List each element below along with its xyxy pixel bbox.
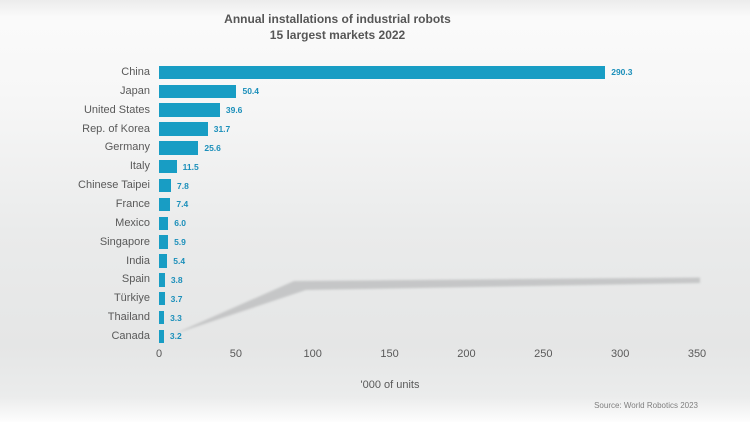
category-label: China [121,66,150,78]
bar-row: France 7.4 [0,195,750,214]
bar [159,159,177,174]
bar-row: Chinese Taipei 7.8 [0,176,750,195]
x-axis-tick-label: 150 [380,348,399,360]
bar-row: Germany 25.6 [0,138,750,157]
x-axis-label: '000 of units [360,379,420,391]
value-label: 11.5 [182,161,199,172]
bar [159,84,237,99]
bar-row: India 5.4 [0,252,750,271]
category-label: Canada [111,330,150,343]
x-axis-tick-label: 350 [687,348,707,360]
bar-row: Singapore 5.9 [0,233,750,252]
bar [159,273,165,287]
value-label: 3.3 [170,312,182,323]
value-label: 50.4 [242,86,260,97]
x-axis-tick-label: 200 [457,348,476,360]
bar-row: Italy 11.5 [0,157,750,176]
value-label: 25.6 [204,142,221,153]
chart-title: Annual installations of industrial robot… [30,11,645,43]
bar [159,103,220,117]
category-label: Chinese Taipei [78,179,150,192]
bar-row: Türkiye 3.7 [0,289,750,308]
category-label: United States [83,103,150,116]
bar [159,178,171,193]
chart-title-line1: Annual installations of industrial robot… [224,12,451,26]
category-label: Rep. of Korea [82,122,150,135]
x-axis-tick-label: 100 [303,348,322,360]
category-label: Thailand [107,311,150,324]
value-label: 3.2 [169,331,182,342]
category-label: Spain [121,273,150,286]
x-axis-tick-label: 300 [610,348,630,360]
value-label: 3.8 [170,274,183,285]
bar [159,329,164,344]
chart-title-line2: 15 largest markets 2022 [269,28,406,42]
bar [159,122,208,136]
bar-row: Japan 50.4 [0,82,750,101]
category-label: Singapore [99,235,150,248]
bar [159,141,199,155]
category-label: France [115,198,150,211]
value-label: 31.7 [213,124,231,134]
bar-row: Mexico 6.0 [0,214,750,233]
value-label: 5.4 [173,256,186,267]
x-axis-tick-label: 250 [534,348,553,360]
category-label: India [126,254,150,267]
value-label: 290.3 [611,67,633,78]
bar [159,310,165,325]
value-label: 7.8 [176,180,189,191]
bar-row: Canada 3.2 [0,327,750,346]
bar [159,254,168,268]
x-axis: 0 50 100 150 200 250 300 350 [155,348,706,362]
value-label: 39.6 [225,105,243,116]
bar [159,291,165,306]
bar [159,235,169,249]
value-label: 7.4 [176,199,189,210]
category-label: Italy [129,160,150,173]
bar [159,216,169,231]
x-axis-tick-label: 0 [155,348,163,360]
bar [159,65,606,80]
bar [159,197,171,212]
bar-row: Rep. of Korea 31.7 [0,120,750,139]
value-label: 5.9 [174,237,186,248]
category-label: Türkiye [113,292,150,305]
bar-row: United States 39.6 [0,101,750,120]
category-label: Japan [120,84,150,97]
bar-row: Spain 3.8 [0,270,750,289]
x-axis-tick-label: 50 [229,348,242,360]
source-note: Source: World Robotics 2023 [594,401,698,410]
value-label: 6.0 [174,218,187,229]
category-label: Germany [104,141,150,154]
category-label: Mexico [115,216,150,229]
value-label: 3.7 [170,293,183,304]
bar-row: China 290.3 [0,63,750,82]
bar-row: Thailand 3.3 [0,308,750,327]
bar-chart-plot-area: China 290.3 Japan 50.4 United States 39.6 Rep.… [0,63,750,346]
